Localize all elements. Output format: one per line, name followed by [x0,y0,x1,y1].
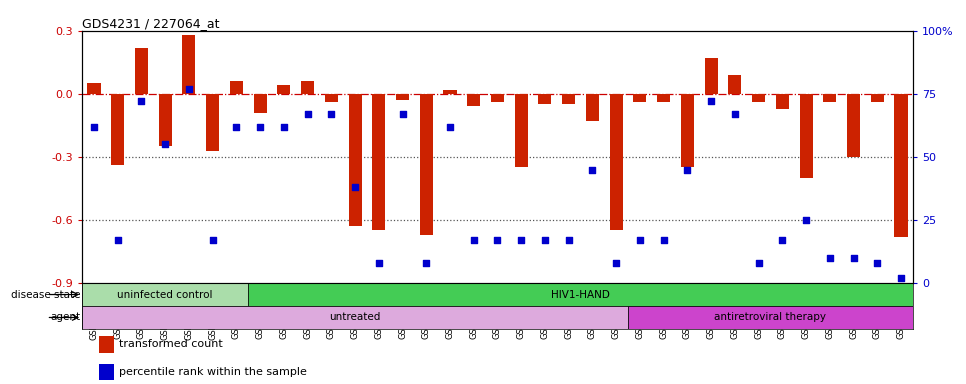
Bar [254,94,267,113]
Point [395,111,411,117]
Point [86,124,101,130]
Point [537,237,553,243]
Bar [753,94,765,102]
Point [276,124,292,130]
Point [348,184,363,190]
Bar [468,94,480,106]
Bar [610,94,623,230]
Point [846,255,862,261]
Point [324,111,339,117]
Point [822,255,838,261]
Point [110,237,126,243]
Text: HIV1-HAND: HIV1-HAND [552,290,610,300]
Bar [823,94,837,102]
Bar [538,94,552,104]
Bar [135,48,148,94]
Bar [158,94,172,146]
Text: untreated: untreated [329,313,381,323]
Text: uninfected control: uninfected control [118,290,213,300]
Point [466,237,481,243]
Bar [420,94,433,235]
Bar [515,94,527,167]
Bar [349,94,361,226]
Text: transformed count: transformed count [120,339,223,349]
Text: percentile rank within the sample: percentile rank within the sample [120,367,307,377]
Point [632,237,647,243]
Bar [657,94,670,102]
Point [609,260,624,266]
Bar [776,94,789,109]
Bar [704,58,718,94]
Point [727,111,743,117]
Bar [628,306,913,329]
Bar [301,81,314,94]
Bar [800,94,812,178]
Bar [206,94,219,151]
Point [229,124,244,130]
Point [418,260,434,266]
Bar [396,94,409,100]
Bar [728,75,741,94]
Bar [230,81,242,94]
Bar [99,364,114,380]
Point [894,275,909,281]
Bar [870,94,884,102]
Point [182,86,197,92]
Point [703,98,719,104]
Text: GDS4231 / 227064_at: GDS4231 / 227064_at [82,17,219,30]
Point [442,124,458,130]
Bar [895,94,907,237]
Bar [586,94,599,121]
Bar [325,94,338,102]
Point [798,217,813,223]
Point [584,166,600,172]
Point [371,260,386,266]
Point [751,260,766,266]
Bar [562,94,575,104]
Bar [183,35,195,94]
Bar [634,94,646,102]
Bar [847,94,860,157]
Text: antiretroviral therapy: antiretroviral therapy [715,313,827,323]
Point [775,237,790,243]
Point [205,237,220,243]
Point [656,237,671,243]
Bar [443,89,457,94]
Point [869,260,885,266]
Bar [491,94,504,102]
Text: agent: agent [51,313,81,323]
Point [561,237,577,243]
Point [252,124,268,130]
Bar [82,306,628,329]
Bar [99,336,114,353]
Point [490,237,505,243]
Bar [111,94,125,165]
Text: disease state: disease state [12,290,81,300]
Bar [277,85,291,94]
Point [133,98,149,104]
Point [680,166,696,172]
Bar [82,283,248,306]
Bar [88,83,100,94]
Bar [372,94,385,230]
Bar [248,283,913,306]
Point [157,141,173,147]
Point [299,111,315,117]
Point [514,237,529,243]
Bar [681,94,694,167]
